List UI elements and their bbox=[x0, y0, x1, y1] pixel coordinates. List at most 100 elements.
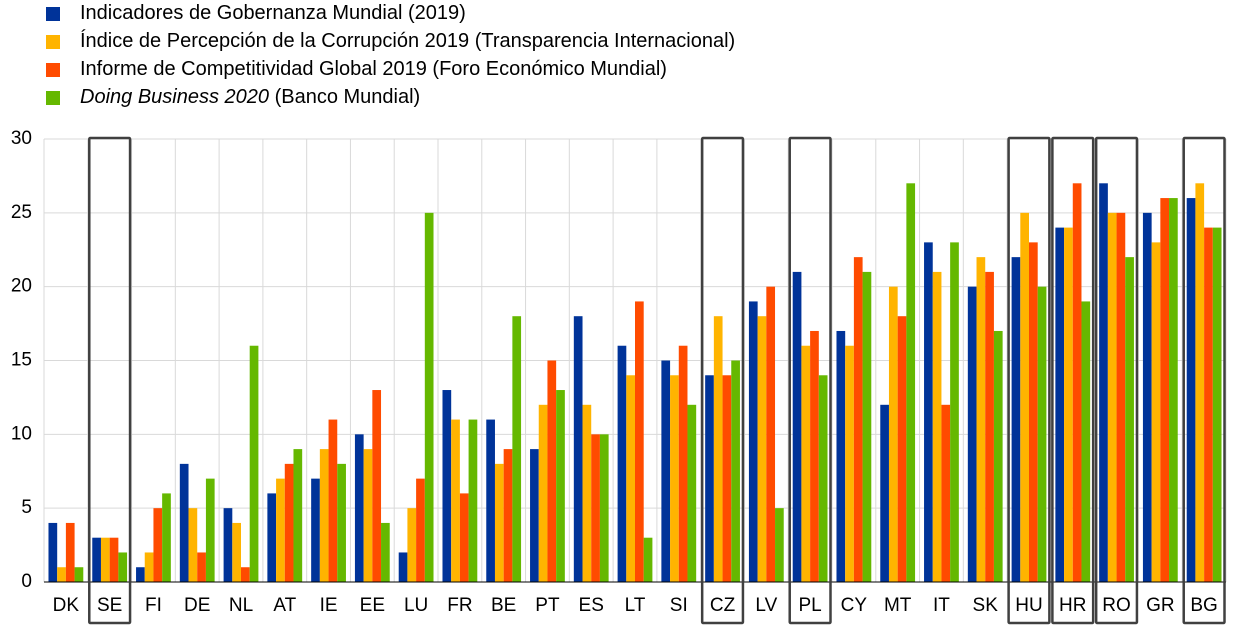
bar-si-series-2 bbox=[670, 375, 679, 582]
bar-group-bg bbox=[1186, 183, 1222, 583]
bar-de-series-3 bbox=[197, 552, 206, 582]
highlight-box-se bbox=[88, 136, 132, 625]
x-tick-label-es: ES bbox=[579, 595, 604, 616]
bar-ie-series-4 bbox=[337, 463, 346, 582]
chart-legend: Indicadores de Gobernanza Mundial (2019)… bbox=[46, 2, 735, 108]
bar-cy-series-1 bbox=[836, 330, 846, 582]
legend-swatch bbox=[46, 91, 60, 105]
x-tick-label-lv: LV bbox=[755, 595, 777, 616]
y-tick-label-25: 25 bbox=[11, 202, 32, 223]
legend-item-1: Indicadores de Gobernanza Mundial (2019) bbox=[46, 2, 466, 24]
legend-label-part: Informe de Competitividad Global 2019 (F… bbox=[80, 58, 667, 80]
bar-de-series-2 bbox=[188, 508, 198, 582]
x-tick-label-ro: RO bbox=[1102, 595, 1131, 616]
bar-ro-series-4 bbox=[1125, 257, 1134, 582]
legend-item-4: Doing Business 2020 (Banco Mundial) bbox=[46, 86, 420, 108]
x-tick-label-lt: LT bbox=[625, 595, 646, 616]
legend-label: Índice de Percepción de la Corrupción 20… bbox=[80, 29, 735, 52]
bar-lt-series-3 bbox=[635, 301, 644, 582]
legend-label: Informe de Competitividad Global 2019 (F… bbox=[80, 58, 667, 80]
legend-label-part: Índice de Percepción de la Corrupción 20… bbox=[80, 29, 735, 52]
bar-lt-series-2 bbox=[626, 375, 635, 582]
bar-group-lu bbox=[398, 212, 434, 583]
x-tick-label-se: SE bbox=[97, 595, 122, 616]
bar-cy-series-3 bbox=[853, 257, 863, 582]
bar-group-pt bbox=[530, 360, 565, 582]
bar-ee-series-3 bbox=[372, 390, 382, 582]
bar-fr-series-4 bbox=[468, 419, 478, 582]
highlight-box-ro bbox=[1094, 136, 1139, 625]
bar-group-es bbox=[573, 316, 609, 582]
bar-gr-series-4 bbox=[1169, 198, 1178, 583]
bar-be-series-3 bbox=[503, 449, 513, 582]
bar-se-series-1 bbox=[92, 537, 101, 582]
highlight-box-pl bbox=[788, 136, 832, 625]
bar-hr-series-3 bbox=[1072, 183, 1082, 583]
bar-group-se bbox=[92, 537, 128, 582]
bar-lu-series-2 bbox=[407, 508, 417, 582]
bar-group-fi bbox=[136, 493, 171, 582]
x-tick-label-sk: SK bbox=[973, 595, 999, 616]
bar-gr-series-1 bbox=[1142, 212, 1152, 583]
bar-hu-series-3 bbox=[1029, 242, 1038, 582]
bar-group-hr bbox=[1055, 183, 1091, 583]
highlight-boxes bbox=[88, 136, 1226, 625]
bar-hu-series-1 bbox=[1011, 257, 1021, 582]
bar-dk-series-1 bbox=[48, 522, 58, 582]
bar-at-series-3 bbox=[284, 463, 294, 582]
legend-item-3: Informe de Competitividad Global 2019 (F… bbox=[46, 58, 667, 80]
bar-lu-series-1 bbox=[398, 552, 408, 582]
bar-fi-series-2 bbox=[144, 552, 154, 582]
bar-mt-series-3 bbox=[897, 316, 907, 582]
bar-cy-series-2 bbox=[845, 345, 854, 582]
bar-be-series-4 bbox=[512, 316, 522, 582]
bar-group-hu bbox=[1011, 212, 1047, 583]
bar-group-de bbox=[179, 463, 215, 582]
bar-group-ie bbox=[311, 419, 346, 582]
bar-fr-series-1 bbox=[442, 390, 452, 582]
x-tick-label-hu: HU bbox=[1015, 595, 1042, 616]
bar-sk-series-4 bbox=[993, 330, 1003, 582]
bar-dk-series-3 bbox=[65, 522, 75, 582]
bar-fr-series-2 bbox=[451, 419, 460, 582]
x-tick-label-si: SI bbox=[670, 595, 688, 616]
x-tick-label-pt: PT bbox=[535, 595, 560, 616]
bar-it-series-4 bbox=[950, 242, 959, 582]
bar-lt-series-1 bbox=[617, 345, 627, 582]
legend-swatch bbox=[46, 35, 60, 49]
x-tick-label-at: AT bbox=[273, 595, 296, 616]
bar-group-ee bbox=[354, 390, 390, 582]
bar-group-cy bbox=[836, 257, 872, 582]
bar-bg-series-2 bbox=[1195, 183, 1205, 583]
bar-group-dk bbox=[48, 522, 84, 582]
x-tick-label-pl: PL bbox=[798, 595, 821, 616]
bar-group-at bbox=[267, 449, 303, 582]
bar-cz-series-4 bbox=[731, 360, 740, 582]
bar-es-series-4 bbox=[599, 434, 609, 582]
x-tick-label-fr: FR bbox=[447, 595, 472, 616]
bar-ee-series-4 bbox=[381, 522, 390, 582]
bar-cz-series-2 bbox=[713, 316, 723, 582]
highlight-box-hu bbox=[1007, 136, 1051, 625]
legend-swatch bbox=[46, 63, 60, 77]
highlight-box-bg bbox=[1182, 136, 1226, 625]
bar-fi-series-3 bbox=[153, 508, 163, 582]
bar-nl-series-1 bbox=[223, 508, 233, 582]
bar-lv-series-2 bbox=[757, 316, 767, 582]
highlight-box-cz bbox=[700, 136, 745, 625]
bar-pt-series-4 bbox=[556, 390, 565, 582]
y-tick-label-30: 30 bbox=[11, 128, 32, 149]
bar-ro-series-2 bbox=[1107, 212, 1117, 583]
bar-hu-series-2 bbox=[1020, 212, 1029, 583]
bar-lv-series-3 bbox=[766, 286, 776, 582]
bar-si-series-4 bbox=[687, 404, 697, 582]
legend-label-part: Indicadores de Gobernanza Mundial (2019) bbox=[80, 2, 466, 24]
y-tick-label-15: 15 bbox=[11, 350, 32, 371]
legend-label-part: Doing Business 2020 bbox=[80, 86, 269, 108]
bar-lu-series-3 bbox=[416, 478, 425, 582]
chart-gridlines bbox=[43, 138, 1227, 582]
bar-pt-series-1 bbox=[530, 449, 539, 582]
y-tick-label-10: 10 bbox=[11, 423, 32, 444]
bar-group-lt bbox=[617, 301, 653, 582]
